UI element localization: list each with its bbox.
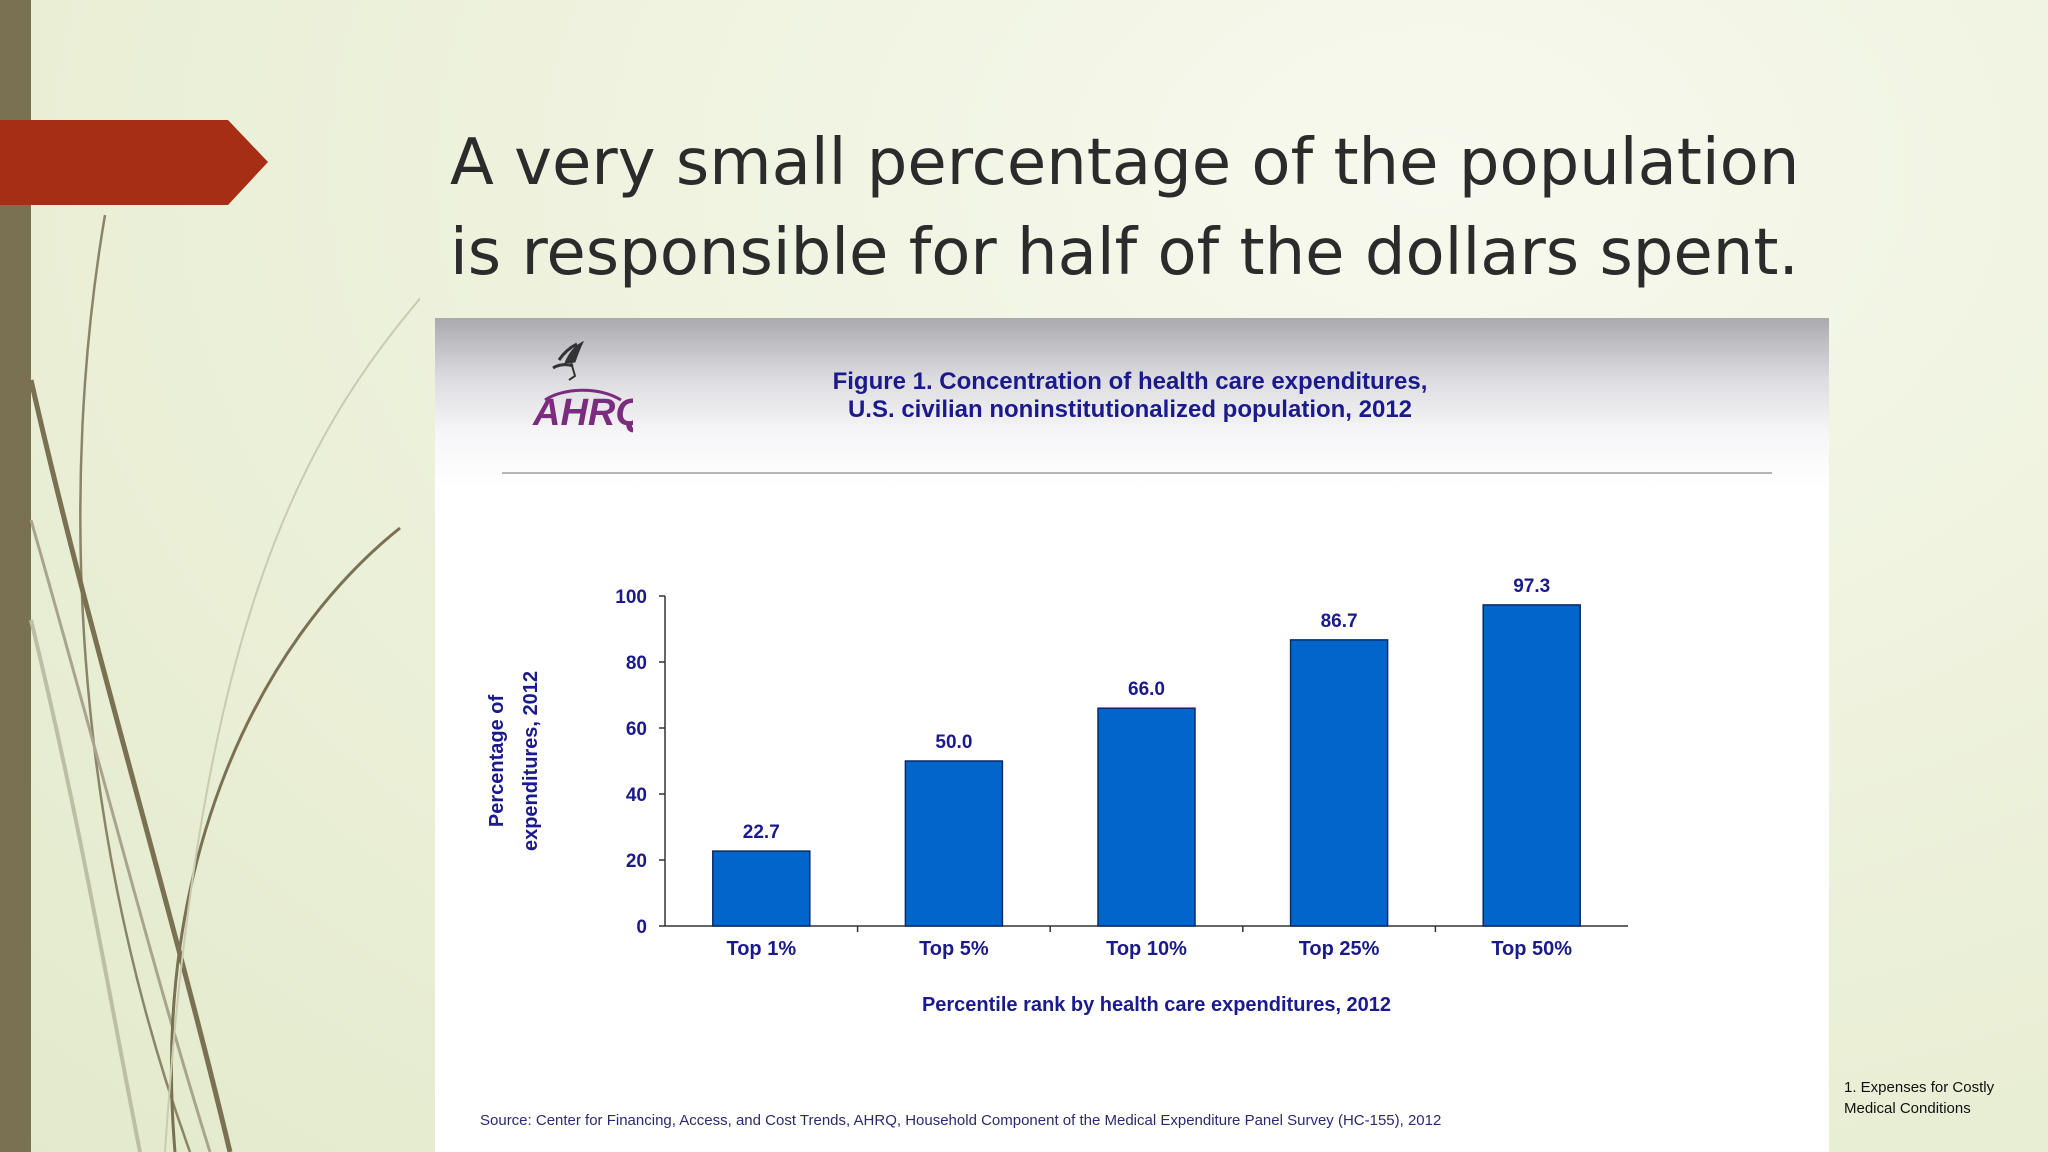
figure-title: Figure 1. Concentration of health care e… <box>665 368 1595 424</box>
bar-4 <box>1289 639 1389 927</box>
footnote-line-1: 1. Expenses for Costly <box>1844 1079 1995 1096</box>
bar-3 <box>1097 707 1196 927</box>
bar-1 <box>712 850 811 927</box>
y-axis-label-line-2: expenditures, 2012 <box>520 671 542 851</box>
bar-value-label: 50.0 <box>935 732 972 753</box>
slide-title: A very small percentage of the populatio… <box>450 126 1800 290</box>
figure-title-line-2: U.S. civilian noninstitutionalized popul… <box>847 396 1413 423</box>
title-arrow-marker <box>0 120 268 205</box>
eagle-icon <box>552 340 585 381</box>
y-axis-label-line-1: Percentage of <box>486 695 508 828</box>
footnote-line-2: Medical Conditions <box>1844 1100 1971 1117</box>
footnote: 1. Expenses for Costly Medical Condition… <box>1844 1077 2034 1119</box>
bar-value-label: 86.7 <box>1321 611 1358 632</box>
bar-5 <box>1482 604 1581 927</box>
x-tick-label: Top 10% <box>1106 938 1187 960</box>
source-note: Source: Center for Financing, Access, an… <box>480 1112 1442 1129</box>
figure-title-line-1: Figure 1. Concentration of health care e… <box>832 368 1428 395</box>
bar-value-label: 97.3 <box>1513 576 1550 597</box>
decorative-swooshes <box>28 214 420 1152</box>
x-tick-label: Top 25% <box>1299 938 1380 960</box>
bar-chart: 0 20 40 60 80 100 Percentage of expenditures, 2… <box>486 576 1628 1016</box>
y-tick-label: 80 <box>626 653 647 674</box>
header-separator <box>502 472 1772 474</box>
x-tick-label: Top 5% <box>919 938 989 960</box>
y-tick-label: 60 <box>626 719 647 740</box>
chart-figure: AHRQ Figure 1. Concentration of health c… <box>435 318 1829 1152</box>
x-tick-label: Top 50% <box>1491 938 1572 960</box>
x-tick-label: Top 1% <box>726 938 796 960</box>
y-tick-label: 40 <box>626 785 647 806</box>
y-tick-label: 100 <box>615 587 647 608</box>
bar-value-label: 22.7 <box>743 822 780 843</box>
x-axis-label: Percentile rank by health care expenditu… <box>922 994 1391 1016</box>
y-tick-label: 20 <box>626 851 647 872</box>
y-tick-label: 0 <box>636 917 647 938</box>
bar-value-label: 66.0 <box>1128 679 1165 700</box>
ahrq-logo: AHRQ <box>532 340 633 433</box>
bar-2 <box>904 760 1004 927</box>
